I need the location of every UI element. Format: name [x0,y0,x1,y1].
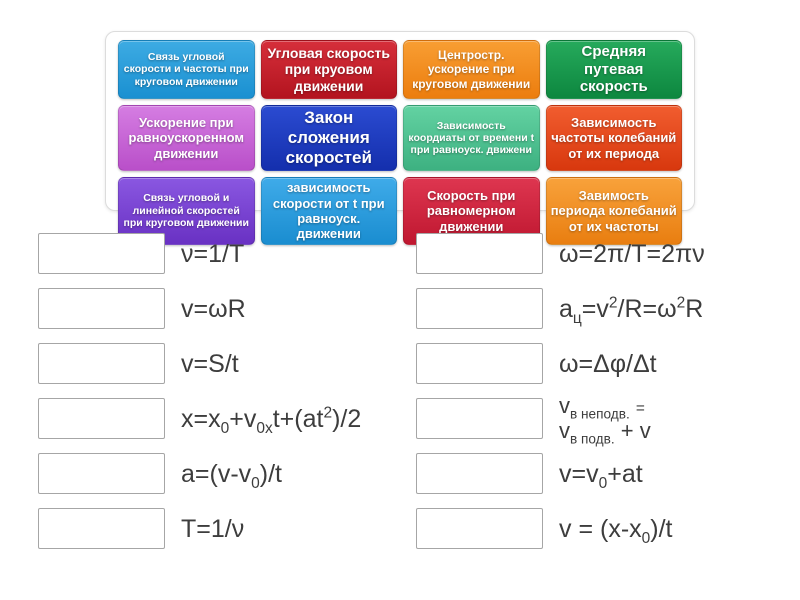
match-column-right: ω=2π/T=2πν aц=v2/R=ω2R ω=Δφ/Δt vв неподв… [416,233,705,563]
term-tile[interactable]: Зависимость коордиаты от времени t при р… [403,105,540,172]
answer-drop-zone[interactable] [416,453,543,494]
term-tile-label: Зависимость частоты колебаний от их пери… [551,115,677,161]
term-tile-label: зависимость скорости от t при равноуск. … [272,180,385,242]
formula-text: v=S/t [181,349,239,378]
formula-text: v=ωR [181,294,246,323]
match-row: v = (x-x0)/t [416,508,705,549]
formula-text: T=1/ν [181,514,245,543]
match-row: aц=v2/R=ω2R [416,288,705,329]
formula-text: ν=1/T [181,239,245,268]
term-tile[interactable]: Связь угловой скорости и частоты при кру… [118,40,255,100]
formula-text: x=x0+v0xt+(at2)/2 [181,404,362,437]
formula-text: aц=v2/R=ω2R [559,294,704,327]
answer-drop-zone[interactable] [38,453,165,494]
answer-drop-zone[interactable] [38,233,165,274]
answer-drop-zone[interactable] [416,288,543,329]
formula-text: vв неподв. = vв подв. + v [559,392,651,446]
match-row: ω=Δφ/Δt [416,343,705,384]
answer-drop-zone[interactable] [416,398,543,439]
formula-text: a=(v-v0)/t [181,459,282,492]
answer-drop-zone[interactable] [38,398,165,439]
match-row: vв неподв. = vв подв. + v [416,393,705,445]
term-tile-label: Связь угловой и линейной скоростей при к… [123,192,249,230]
term-tile-label: Скорость при равномерном движении [426,187,516,234]
term-tile-label: Зависимость коордиаты от времени t при р… [408,119,535,157]
formula-text: v = (x-x0)/t [559,514,673,547]
match-row: ν=1/T [38,233,361,274]
term-tile-label: Закон сложения скоростей [285,108,372,168]
answer-drop-zone[interactable] [416,233,543,274]
match-row: x=x0+v0xt+(at2)/2 [38,398,361,439]
answer-drop-zone[interactable] [416,343,543,384]
term-tile-label: Центростр. ускорение при круговом движен… [412,48,531,91]
term-tile[interactable]: Средняя путевая скорость [545,40,682,100]
term-tile-label: Ускорение при равноускоренном движении [128,115,244,161]
term-tile[interactable]: Закон сложения скоростей [260,105,397,172]
match-row: a=(v-v0)/t [38,453,361,494]
match-row: ω=2π/T=2πν [416,233,705,274]
match-row: v=v0+at [416,453,705,494]
tile-board: Связь угловой скорости и частоты при кру… [105,31,695,245]
answer-drop-zone[interactable] [38,343,165,384]
term-tile-label: Завимость периода колебаний от их частот… [550,187,677,234]
match-row: v=ωR [38,288,361,329]
term-tile[interactable]: Зависимость частоты колебаний от их пери… [545,105,682,172]
formula-text: ω=2π/T=2πν [559,239,705,268]
term-tile[interactable]: Центростр. ускорение при круговом движен… [403,40,540,100]
term-tile[interactable]: зависимость скорости от t при равноуск. … [260,177,397,245]
answer-drop-zone[interactable] [38,288,165,329]
formula-text: v=v0+at [559,459,643,492]
term-tile[interactable]: Ускорение при равноускоренном движении [118,105,255,172]
term-tile-label: Угловая скорость при круовом движении [267,44,390,94]
match-column-left: ν=1/T v=ωR v=S/t x=x0+v0xt+(at2)/2 a=(v-… [38,233,361,563]
formula-text: ω=Δφ/Δt [559,349,657,378]
term-tile[interactable]: Угловая скорость при круовом движении [260,40,397,100]
answer-drop-zone[interactable] [38,508,165,549]
match-row: T=1/ν [38,508,361,549]
match-row: v=S/t [38,343,361,384]
term-tile[interactable]: Завимость периода колебаний от их частот… [545,177,682,245]
term-tile-label: Связь угловой скорости и частоты при кру… [123,50,249,88]
answer-drop-zone[interactable] [416,508,543,549]
term-tile-label: Средняя путевая скорость [579,43,648,96]
